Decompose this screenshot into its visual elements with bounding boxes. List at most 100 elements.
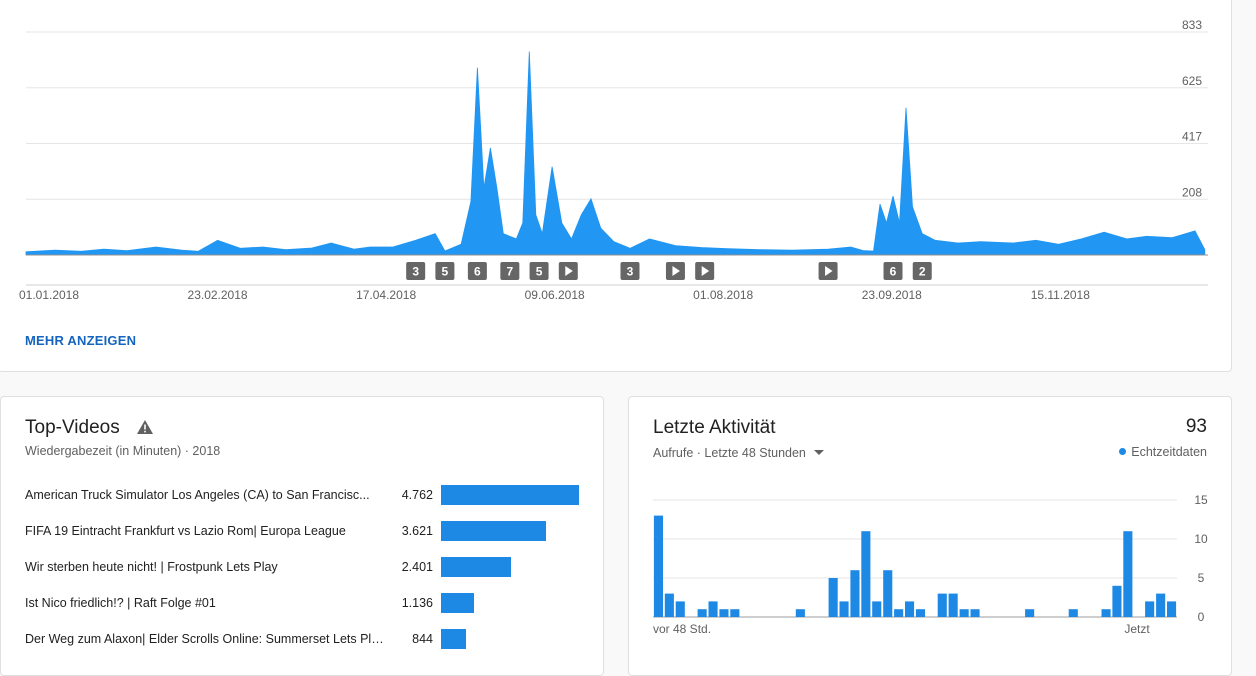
marker-count: 5 (442, 265, 449, 279)
warning-icon[interactable] (137, 420, 153, 434)
activity-bar (1025, 609, 1035, 617)
marker-box (620, 262, 640, 280)
marker-box (912, 262, 932, 280)
publish-count-marker[interactable]: 6 (467, 262, 487, 280)
activity-bar (915, 609, 925, 617)
activity-count: 93 (1185, 416, 1207, 437)
publish-count-marker[interactable]: 3 (406, 262, 426, 280)
y-tick-label: 0 (1198, 610, 1205, 624)
x-label-start: vor 48 Std. (653, 622, 711, 636)
overview-chart: 833625417208001.01.201823.02.201817.04.2… (19, 18, 1208, 302)
publish-count-marker[interactable]: 7 (500, 262, 520, 280)
y-tick-label: 5 (1198, 571, 1205, 585)
watchtime-bar (441, 557, 511, 577)
video-title[interactable]: Ist Nico friedlich!? | Raft Folge #01 (25, 596, 216, 610)
marker-count: 5 (536, 265, 543, 279)
top-videos-card: Top-Videos Wiedergabezeit (in Minuten) ·… (0, 396, 604, 676)
video-watchtime: 844 (412, 632, 433, 646)
activity-bar (1145, 601, 1155, 617)
marker-box (406, 262, 426, 280)
video-title[interactable]: Wir sterben heute nicht! | Frostpunk Let… (25, 560, 278, 574)
y-tick-label: 417 (1182, 130, 1202, 144)
video-watchtime: 4.762 (401, 488, 433, 502)
activity-bar (948, 593, 958, 617)
top-video-row[interactable]: Der Weg zum Alaxon| Elder Scrolls Online… (25, 629, 585, 651)
video-marker[interactable] (818, 262, 838, 280)
marker-count: 3 (627, 265, 634, 279)
marker-count: 6 (474, 265, 481, 279)
video-title[interactable]: American Truck Simulator Los Angeles (CA… (25, 488, 370, 502)
watchtime-bar (441, 521, 546, 541)
activity-bar (970, 609, 980, 617)
activity-bar (861, 531, 871, 617)
activity-bar (937, 593, 947, 617)
top-videos-title: Top-Videos (25, 417, 120, 438)
video-watchtime: 2.401 (401, 560, 433, 574)
y-tick-label: 208 (1182, 185, 1202, 199)
play-icon (825, 266, 833, 276)
range-dropdown[interactable]: Aufrufe · Letzte 48 Stunden (653, 446, 824, 460)
activity-bar (839, 601, 849, 617)
activity-bar (1156, 593, 1166, 617)
activity-bar (675, 601, 685, 617)
video-marker[interactable] (665, 262, 685, 280)
y-tick-label: 625 (1182, 74, 1202, 88)
watchtime-bar (441, 629, 466, 649)
play-icon (672, 266, 680, 276)
activity-title: Letzte Aktivität (653, 417, 776, 438)
x-tick-label: 01.01.2018 (19, 288, 79, 302)
marker-box (529, 262, 549, 280)
y-tick-label: 15 (1194, 493, 1208, 507)
activity-bar (795, 609, 805, 617)
overview-card: 833625417208001.01.201823.02.201817.04.2… (0, 0, 1232, 372)
video-watchtime: 1.136 (401, 596, 433, 610)
activity-card: Letzte Aktivität 93 Aufrufe · Letzte 48 … (628, 396, 1232, 676)
activity-bar (697, 609, 707, 617)
watchtime-bar (441, 593, 474, 613)
activity-bar (1101, 609, 1111, 617)
top-video-row[interactable]: Wir sterben heute nicht! | Frostpunk Let… (25, 557, 585, 579)
publish-count-marker[interactable]: 3 (620, 262, 640, 280)
play-icon (701, 266, 710, 276)
x-tick-label: 01.08.2018 (693, 288, 753, 302)
activity-bar (664, 593, 674, 617)
publish-count-marker[interactable]: 2 (912, 262, 932, 280)
activity-bar (730, 609, 740, 617)
y-tick-label: 833 (1182, 18, 1202, 32)
video-marker[interactable] (558, 262, 578, 280)
top-video-row[interactable]: FIFA 19 Eintracht Frankfurt vs Lazio Rom… (25, 521, 585, 543)
video-marker[interactable] (695, 262, 715, 280)
top-video-row[interactable]: Ist Nico friedlich!? | Raft Folge #01 1.1… (25, 593, 585, 615)
marker-count: 3 (412, 265, 419, 279)
x-tick-label: 15.11.2018 (1031, 288, 1090, 302)
activity-bar (1112, 585, 1122, 617)
video-title[interactable]: FIFA 19 Eintracht Frankfurt vs Lazio Rom… (25, 524, 346, 538)
activity-bar (883, 570, 893, 617)
marker-box (467, 262, 487, 280)
series-area (25, 51, 1206, 256)
more-button[interactable]: MEHR ANZEIGEN (25, 333, 137, 348)
marker-box (500, 262, 520, 280)
activity-bar (653, 515, 663, 617)
marker-box (883, 262, 903, 280)
marker-count: 7 (506, 265, 513, 279)
marker-count: 6 (890, 265, 897, 279)
activity-bar (959, 609, 969, 617)
video-title[interactable]: Der Weg zum Alaxon| Elder Scrolls Online… (25, 632, 385, 646)
x-tick-label: 17.04.2018 (356, 288, 416, 302)
activity-bar (1123, 531, 1133, 617)
activity-bar (850, 570, 860, 617)
activity-bar (719, 609, 729, 617)
publish-count-marker[interactable]: 5 (435, 262, 455, 280)
activity-bar (872, 601, 882, 617)
top-video-row[interactable]: American Truck Simulator Los Angeles (CA… (25, 485, 585, 507)
publish-count-marker[interactable]: 6 (883, 262, 903, 280)
x-tick-label: 23.02.2018 (188, 288, 248, 302)
top-videos-subtitle: Wiedergabezeit (in Minuten) · 2018 (25, 444, 221, 458)
video-watchtime: 3.621 (401, 524, 433, 538)
activity-bar (905, 601, 915, 617)
realtime-legend: Echtzeitdaten (1119, 445, 1207, 459)
activity-bar (1167, 601, 1177, 617)
publish-count-marker[interactable]: 5 (529, 262, 549, 280)
range-dropdown-label: Aufrufe · Letzte 48 Stunden (653, 446, 806, 460)
